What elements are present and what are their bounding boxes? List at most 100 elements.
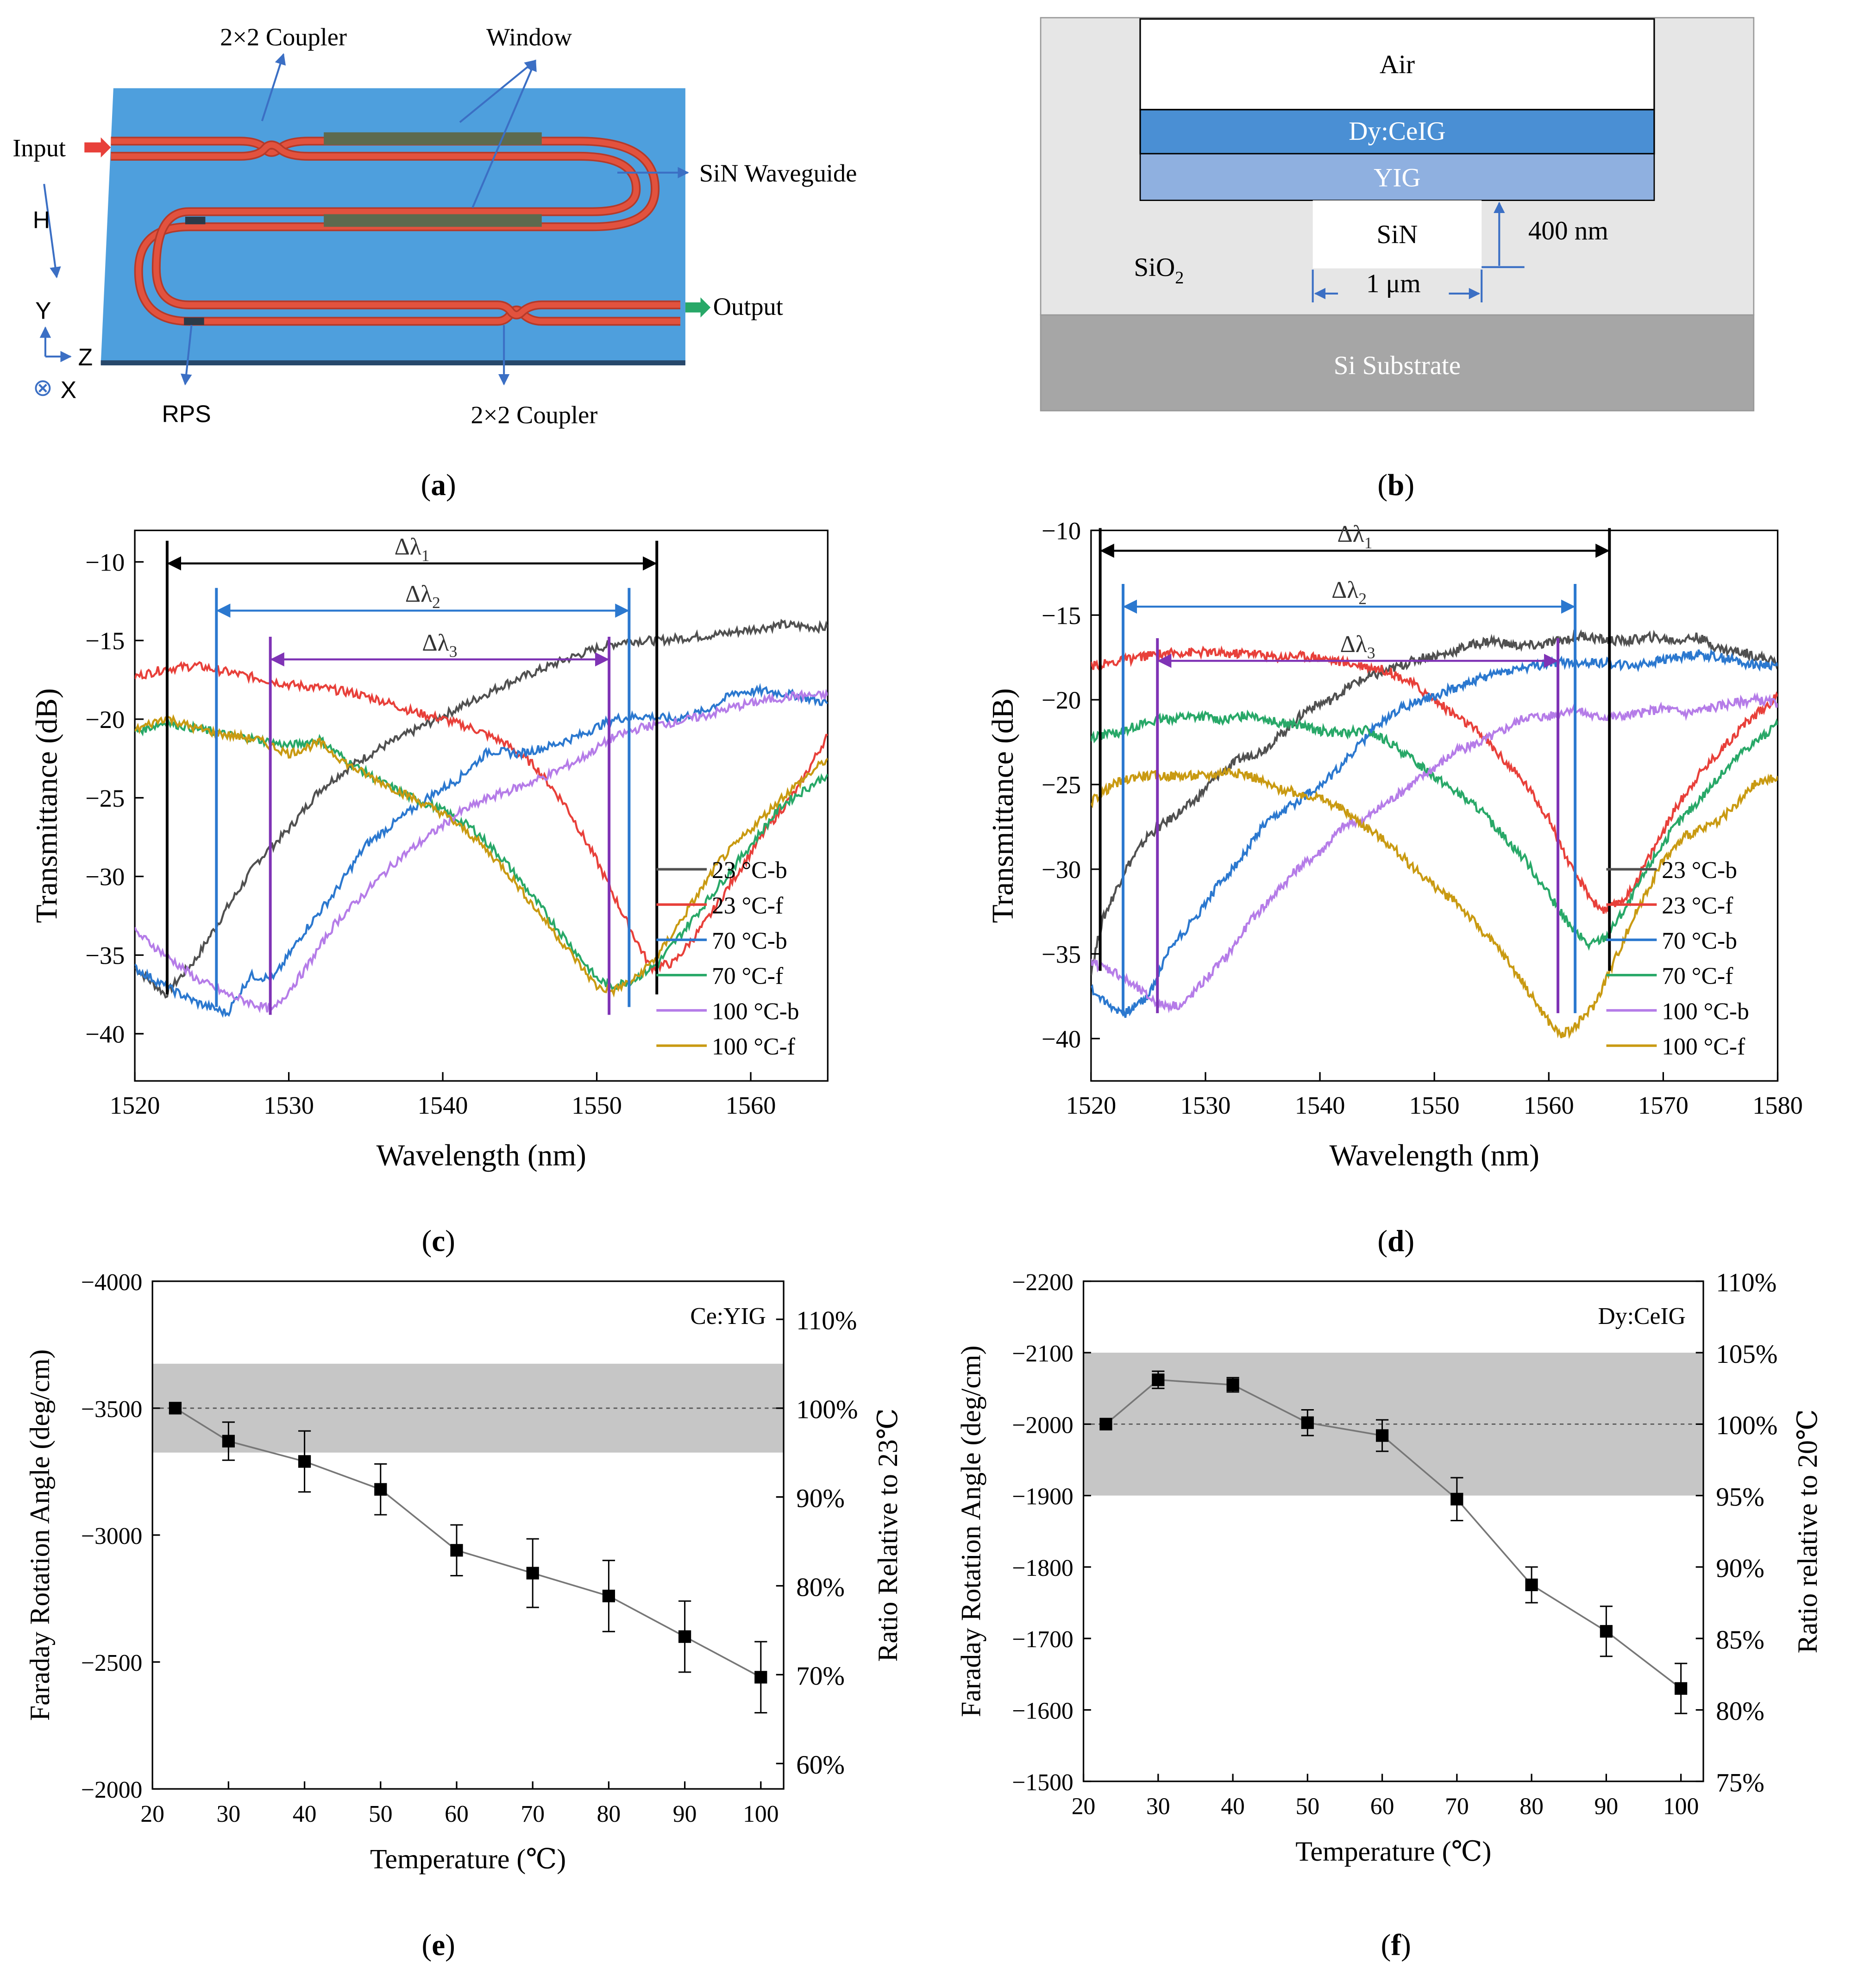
window-1 bbox=[324, 132, 542, 145]
data-point bbox=[1600, 1625, 1613, 1638]
caption-c: (c) bbox=[421, 1224, 455, 1258]
x-tick-label: 90 bbox=[1595, 1793, 1619, 1819]
series-line-2 bbox=[1091, 649, 1778, 1018]
series-line-5 bbox=[135, 714, 828, 998]
x-tick-label: 1530 bbox=[1180, 1091, 1231, 1119]
tolerance-band bbox=[152, 1363, 784, 1453]
x-axis-label: Wavelength (nm) bbox=[1330, 1139, 1539, 1172]
y2-tick-label: 100% bbox=[796, 1395, 858, 1424]
label-waveguide: SiN Waveguide bbox=[699, 159, 857, 187]
sin-core bbox=[1312, 200, 1482, 269]
input-arrow-icon bbox=[84, 137, 111, 158]
y2-tick-label: 80% bbox=[796, 1573, 845, 1602]
y2-tick-label: 100% bbox=[1716, 1411, 1777, 1440]
legend-label-4: 100 °C-b bbox=[712, 998, 799, 1025]
y-tick-label: −20 bbox=[1042, 686, 1081, 714]
bracket-label-main: Δλ bbox=[1340, 631, 1367, 658]
label-y: Y bbox=[35, 297, 51, 324]
bracket-label-1: Δλ2 bbox=[405, 581, 440, 612]
y2-tick-label: 90% bbox=[1716, 1554, 1764, 1583]
label-z: Z bbox=[78, 344, 93, 370]
bracket-label-sub: 3 bbox=[449, 642, 458, 660]
x-tick-label: 40 bbox=[293, 1801, 317, 1827]
y-tick-label: −40 bbox=[1042, 1025, 1081, 1053]
label-sin: SiN bbox=[1376, 220, 1418, 249]
y-tick-label: −35 bbox=[1042, 941, 1081, 968]
dyceig-layer bbox=[1139, 109, 1655, 155]
air-layer bbox=[1139, 18, 1655, 111]
x-tick-label: 1560 bbox=[1524, 1091, 1574, 1119]
x-axis-label: Temperature (℃) bbox=[1295, 1836, 1491, 1867]
chip-substrate-edge bbox=[100, 360, 685, 366]
legend-label-0: 23 °C-b bbox=[1662, 857, 1737, 884]
label-input: Input bbox=[13, 134, 66, 162]
label-si-substrate: Si Substrate bbox=[1334, 351, 1461, 380]
data-point bbox=[678, 1630, 691, 1643]
label-coupler-bottom: 2×2 Coupler bbox=[471, 401, 598, 429]
y-tick-label: −2500 bbox=[81, 1650, 143, 1676]
label-height: 400 nm bbox=[1528, 216, 1608, 245]
plot-frame bbox=[1082, 1280, 1704, 1782]
x-tick-label: 80 bbox=[597, 1801, 621, 1827]
plot-frame bbox=[151, 1280, 785, 1790]
bracket-label-2: Δλ3 bbox=[1340, 631, 1375, 662]
y2-tick-label: 70% bbox=[796, 1662, 845, 1691]
label-output: Output bbox=[713, 293, 783, 320]
legend-label-5: 100 °C-f bbox=[712, 1034, 796, 1060]
data-point bbox=[1301, 1416, 1314, 1429]
x-tick-label: 1540 bbox=[418, 1091, 468, 1119]
y-tick-label: −4000 bbox=[81, 1269, 143, 1296]
data-point bbox=[526, 1567, 539, 1580]
x-tick-label: 1550 bbox=[1409, 1091, 1460, 1119]
y2-tick-label: 110% bbox=[1716, 1268, 1777, 1298]
y-axis-label: Transmittance (dB) bbox=[986, 688, 1020, 923]
material-annotation: Ce:YIG bbox=[690, 1303, 766, 1330]
legend-label-5: 100 °C-f bbox=[1662, 1034, 1745, 1060]
y-tick-label: −1700 bbox=[1012, 1626, 1074, 1653]
y-tick-label: −25 bbox=[85, 784, 125, 812]
legend-label-1: 23 °C-f bbox=[1662, 892, 1733, 919]
x-tick-label: 20 bbox=[1072, 1793, 1096, 1819]
chart-f: 20 30 40 50 60 70 80 90 100 −2200 −2100 −2000 −1900 −… bbox=[955, 1268, 1822, 1867]
y-tick-label: −3000 bbox=[81, 1523, 143, 1549]
y-tick-label: −1900 bbox=[1012, 1484, 1074, 1510]
legend-label-4: 100 °C-b bbox=[1662, 998, 1749, 1025]
x-tick-label: 20 bbox=[140, 1801, 164, 1827]
bracket-label-main: Δλ bbox=[405, 581, 432, 608]
y2-tick-label: 85% bbox=[1716, 1625, 1764, 1655]
y-tick-label: −25 bbox=[1042, 771, 1081, 799]
legend-label-3: 70 °C-f bbox=[1662, 963, 1733, 990]
plot-frame bbox=[1090, 529, 1779, 1082]
data-point bbox=[374, 1483, 387, 1496]
y-tick-label: −3500 bbox=[81, 1396, 143, 1423]
caption-f: (f) bbox=[1381, 1929, 1411, 1962]
legend-label-2: 70 °C-b bbox=[1662, 928, 1737, 954]
y-tick-label: −1500 bbox=[1012, 1769, 1074, 1796]
data-point bbox=[1450, 1493, 1463, 1505]
panel-b: Air Dy:CeIG YIG SiN SiO2 Si Substrate 40… bbox=[1040, 17, 1755, 412]
chart-e: 20 30 40 50 60 70 80 90 100 −4000 −3500 −3000 −2500 −… bbox=[25, 1269, 903, 1875]
y2-axis-label: Ratio Relative to 23℃ bbox=[873, 1408, 903, 1662]
x-tick-label: 1520 bbox=[1066, 1091, 1116, 1119]
y-tick-label: −2200 bbox=[1012, 1269, 1074, 1296]
x-tick-label: 1570 bbox=[1638, 1091, 1689, 1119]
data-point bbox=[754, 1671, 767, 1684]
y-axis-label: Faraday Rotation Angle (deg/cm) bbox=[955, 1346, 986, 1717]
series-line-0 bbox=[1091, 629, 1778, 976]
window-2 bbox=[324, 214, 542, 227]
series-line-5 bbox=[1091, 765, 1778, 1039]
material-annotation: Dy:CeIG bbox=[1598, 1303, 1685, 1330]
x-tick-label: 50 bbox=[369, 1801, 393, 1827]
label-width: 1 μm bbox=[1366, 269, 1421, 298]
y-tick-label: −30 bbox=[1042, 856, 1081, 884]
y-tick-label: −2100 bbox=[1012, 1341, 1074, 1367]
y-tick-label: −20 bbox=[85, 706, 125, 734]
x-tick-label: 100 bbox=[1663, 1793, 1699, 1819]
label-dyceig: Dy:CeIG bbox=[1349, 117, 1445, 146]
data-point bbox=[1525, 1578, 1538, 1592]
bracket-label-main: Δλ bbox=[422, 630, 449, 656]
bracket-label-0: Δλ1 bbox=[1337, 521, 1372, 552]
